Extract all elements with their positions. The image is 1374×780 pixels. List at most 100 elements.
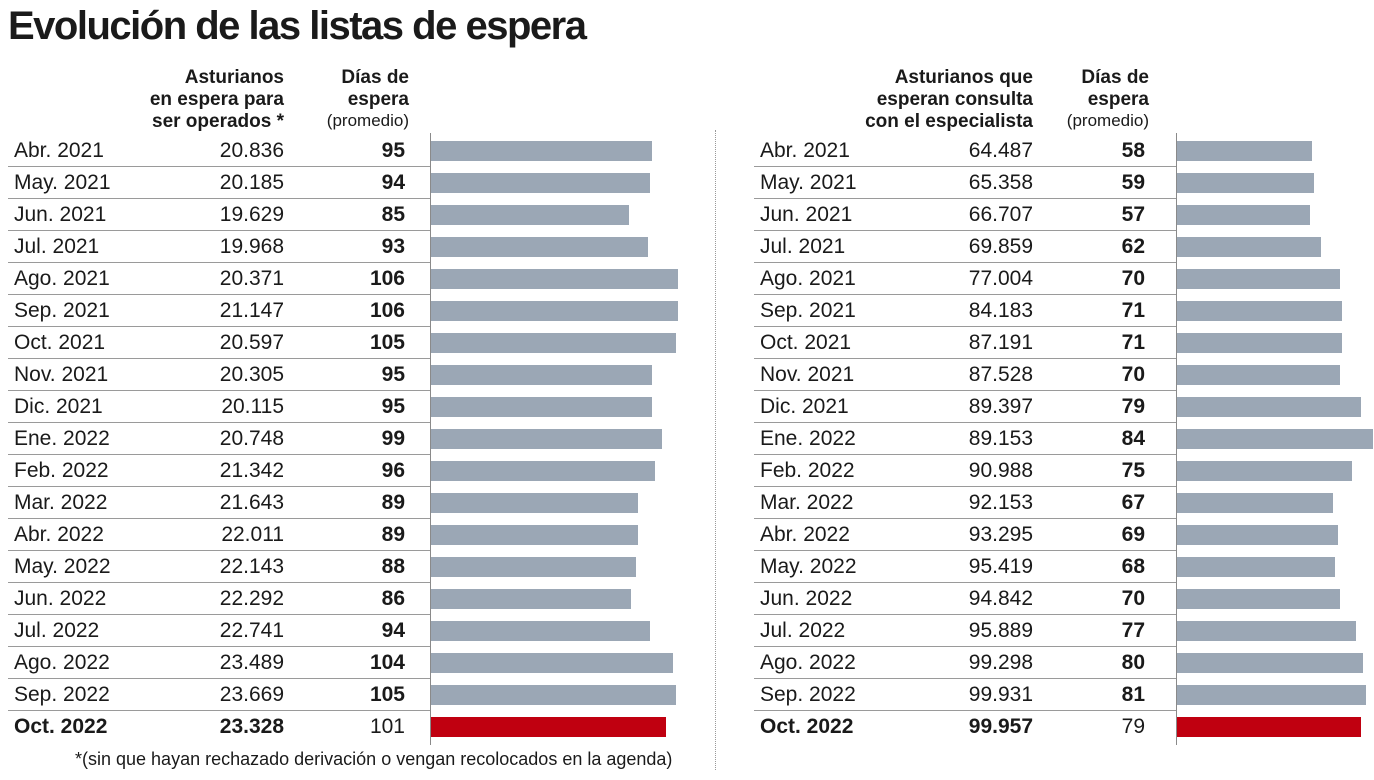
header-days-line: espera — [347, 89, 409, 110]
bar — [1177, 237, 1322, 257]
days-value: 95 — [381, 139, 405, 162]
bar — [1177, 461, 1352, 481]
count-value: 99.931 — [968, 683, 1033, 706]
count-value: 99.957 — [968, 715, 1033, 738]
row-separator — [754, 198, 1176, 199]
row-separator — [754, 262, 1176, 263]
row-separator — [754, 486, 1176, 487]
days-value: 96 — [381, 459, 405, 482]
bar — [431, 589, 632, 609]
table-row: Mar. 2022 21.643 89 — [8, 487, 639, 519]
bar — [1177, 429, 1373, 449]
days-value: 88 — [381, 555, 405, 578]
bar — [431, 237, 648, 257]
count-value: 65.358 — [968, 171, 1033, 194]
month-label: Mar. 2022 — [760, 491, 854, 514]
header-days-line: Días de — [341, 67, 409, 88]
header-count-line: ser operados * — [152, 111, 284, 132]
table-row: Jun. 2022 22.292 86 — [8, 583, 632, 615]
bar — [431, 269, 678, 289]
bar — [431, 205, 630, 225]
header-count-line: Asturianos — [184, 67, 284, 88]
row-separator — [8, 486, 430, 487]
month-label: Sep. 2021 — [760, 299, 856, 322]
row-separator — [754, 614, 1176, 615]
days-value: 57 — [1121, 203, 1145, 226]
row-separator — [8, 262, 430, 263]
table-row: Nov. 2021 87.528 70 — [754, 359, 1341, 391]
month-label: Abr. 2022 — [760, 523, 850, 546]
days-value: 95 — [381, 363, 405, 386]
bar — [1177, 269, 1341, 289]
days-value: 77 — [1121, 619, 1145, 642]
days-value: 59 — [1121, 171, 1145, 194]
header-days: Días de espera (promedio) — [1067, 67, 1149, 131]
table-row: Sep. 2021 21.147 106 — [8, 295, 678, 327]
bar — [1177, 589, 1341, 609]
bar — [431, 397, 653, 417]
count-value: 66.707 — [968, 203, 1033, 226]
header-count: Asturianos en espera para ser operados * — [150, 67, 284, 133]
month-label: Ago. 2021 — [760, 267, 856, 290]
month-label: Jul. 2022 — [14, 619, 100, 642]
count-value: 21.342 — [219, 459, 284, 482]
count-value: 87.191 — [968, 331, 1033, 354]
footnote: *(sin que hayan rechazado derivación o v… — [75, 749, 673, 769]
count-value: 20.597 — [219, 331, 284, 354]
count-value: 22.741 — [219, 619, 284, 642]
count-value: 23.669 — [219, 683, 284, 706]
row-separator — [754, 358, 1176, 359]
header-days-sub: (promedio) — [326, 111, 409, 130]
header-days-line: espera — [1087, 89, 1149, 110]
row-separator — [8, 422, 430, 423]
bar — [431, 333, 676, 353]
days-value: 99 — [381, 427, 405, 450]
row-separator — [8, 550, 430, 551]
count-value: 22.011 — [221, 523, 284, 546]
table-row: Jul. 2022 95.889 77 — [754, 615, 1357, 647]
header-days: Días de espera (promedio) — [327, 67, 409, 131]
days-value: 79 — [1121, 395, 1145, 418]
days-value: 89 — [381, 491, 405, 514]
table-row: Ago. 2021 20.371 106 — [8, 263, 678, 295]
days-value: 71 — [1121, 331, 1145, 354]
days-value: 104 — [369, 651, 405, 674]
count-value: 89.397 — [968, 395, 1033, 418]
count-value: 69.859 — [968, 235, 1033, 258]
month-label: Oct. 2021 — [14, 331, 106, 354]
row-separator — [754, 582, 1176, 583]
count-value: 84.183 — [968, 299, 1033, 322]
count-value: 23.489 — [219, 651, 284, 674]
table-row: Feb. 2022 90.988 75 — [754, 455, 1352, 487]
days-value: 75 — [1121, 459, 1145, 482]
bar — [431, 429, 662, 449]
bar — [1177, 205, 1310, 225]
row-separator — [754, 166, 1176, 167]
month-label: Sep. 2021 — [14, 299, 110, 322]
days-value: 94 — [381, 619, 405, 642]
bar — [431, 173, 651, 193]
row-separator — [754, 294, 1176, 295]
row-separator — [8, 294, 430, 295]
days-value: 86 — [381, 587, 405, 610]
table-row: Jul. 2021 69.859 62 — [754, 231, 1322, 263]
table-row: Ago. 2021 77.004 70 — [754, 263, 1341, 295]
bar — [431, 493, 639, 513]
bar — [431, 653, 674, 673]
count-value: 21.643 — [219, 491, 284, 514]
table-row: May. 2022 95.419 68 — [754, 551, 1336, 583]
header-count-line: esperan consulta — [876, 89, 1033, 110]
count-value: 20.748 — [219, 427, 284, 450]
table-row: Abr. 2021 20.836 95 — [8, 135, 653, 167]
days-value: 70 — [1121, 587, 1145, 610]
bar — [431, 301, 678, 321]
table-row: Dic. 2021 20.115 95 — [8, 391, 653, 423]
count-value: 95.889 — [968, 619, 1033, 642]
days-value: 70 — [1121, 267, 1145, 290]
count-value: 19.629 — [219, 203, 284, 226]
count-value: 23.328 — [219, 715, 284, 738]
table-row: Sep. 2021 84.183 71 — [754, 295, 1343, 327]
bar-axis — [1176, 133, 1177, 745]
bar — [431, 685, 676, 705]
days-value: 95 — [381, 395, 405, 418]
